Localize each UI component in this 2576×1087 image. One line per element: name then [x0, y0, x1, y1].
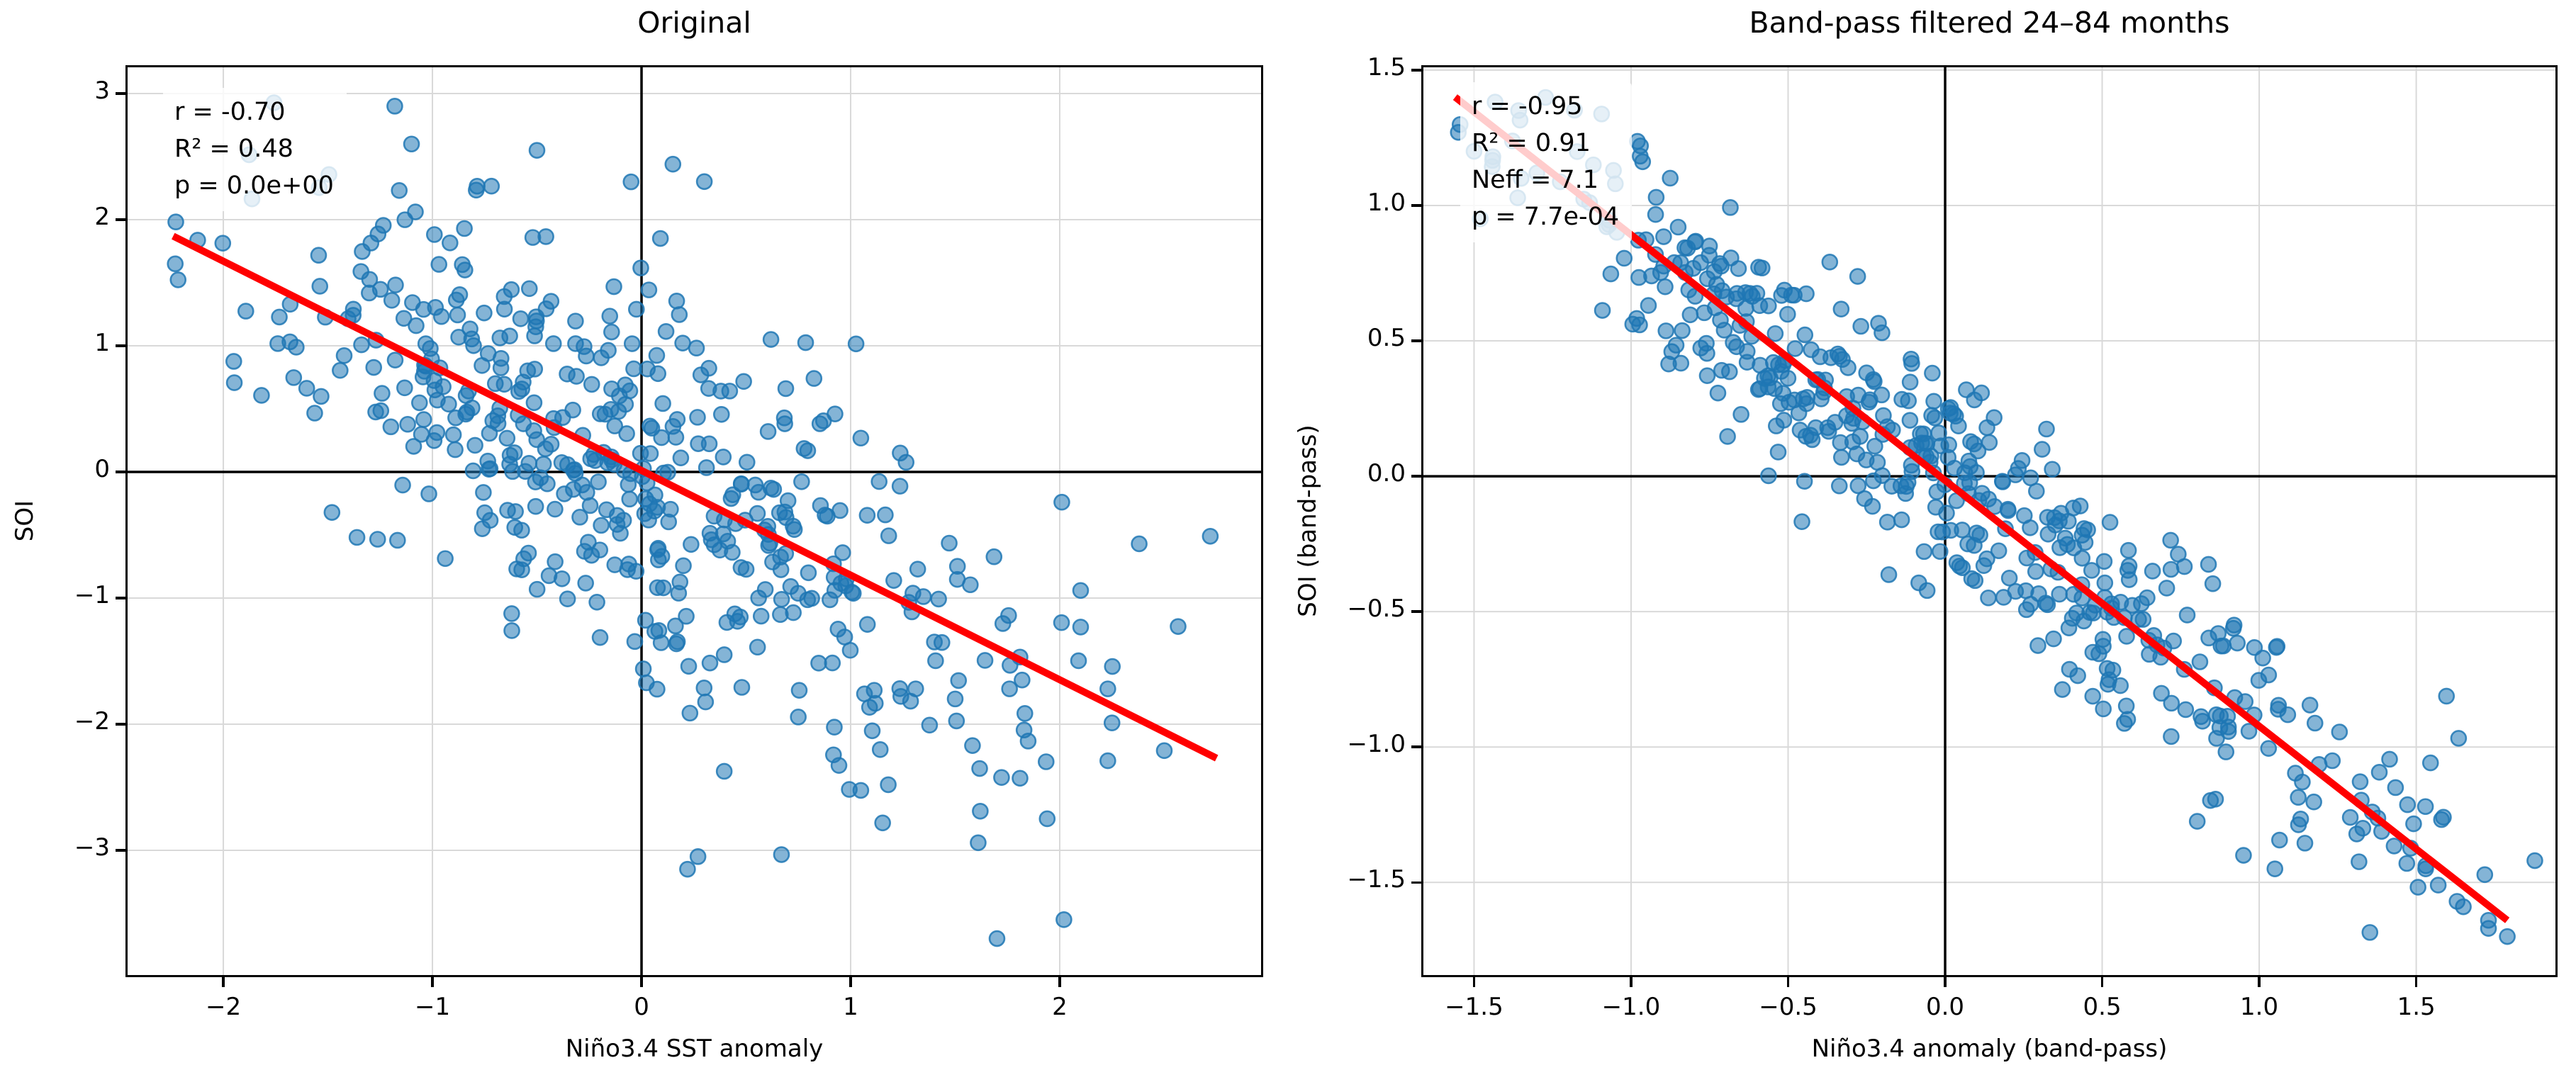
x-tick-mark — [222, 977, 225, 987]
right-x-axis-label: Niño3.4 anomaly (band-pass) — [1811, 1035, 2168, 1063]
x-tick-label: −2 — [205, 993, 242, 1021]
y-tick-label: 0.0 — [1367, 459, 1406, 488]
y-tick-mark — [1411, 339, 1421, 342]
left-stats-annotation: r = -0.70 R² = 0.48 p = 0.0e+00 — [163, 88, 347, 211]
x-tick-label: 0.5 — [2083, 993, 2122, 1021]
x-tick-mark — [2258, 977, 2261, 987]
left-x-axis-label: Niño3.4 SST anomaly — [565, 1035, 824, 1063]
x-tick-label: 0 — [634, 993, 649, 1021]
x-tick-mark — [1786, 977, 1790, 987]
x-tick-mark — [1944, 977, 1947, 987]
y-tick-mark — [1411, 69, 1421, 72]
stat-line-p: p = 0.0e+00 — [174, 171, 334, 200]
y-tick-mark — [116, 344, 125, 347]
x-tick-mark — [1630, 977, 1633, 987]
stat-line-r: r = -0.95 — [1472, 92, 1583, 120]
x-tick-label: −0.5 — [1759, 993, 1818, 1021]
y-tick-label: 1.0 — [1367, 188, 1406, 217]
y-tick-label: −0.5 — [1347, 595, 1406, 624]
right-plot-area — [1421, 65, 2558, 977]
x-tick-mark — [1058, 977, 1061, 987]
y-tick-mark — [1411, 475, 1421, 478]
x-tick-label: 0.0 — [1925, 993, 1965, 1021]
y-tick-label: −2 — [74, 706, 110, 736]
y-tick-label: 1 — [94, 329, 110, 357]
stat-line-r2: R² = 0.91 — [1472, 129, 1591, 157]
y-tick-mark — [1411, 881, 1421, 884]
x-tick-label: −1.0 — [1601, 993, 1661, 1021]
y-tick-label: 0.5 — [1367, 324, 1406, 352]
y-tick-mark — [116, 218, 125, 221]
x-tick-label: 1.0 — [2240, 993, 2279, 1021]
y-tick-label: −1 — [74, 580, 110, 609]
x-tick-mark — [2100, 977, 2104, 987]
y-tick-mark — [1411, 204, 1421, 207]
stat-line-r: r = -0.70 — [174, 98, 286, 126]
y-tick-label: −1.5 — [1347, 865, 1406, 894]
stat-line-r2: R² = 0.48 — [174, 135, 293, 163]
x-tick-label: −1 — [414, 993, 451, 1021]
right-panel-title: Band-pass filtered 24–84 months — [1749, 6, 2230, 40]
x-tick-mark — [640, 977, 643, 987]
left-panel-title: Original — [637, 6, 751, 40]
right-stats-annotation: r = -0.95 R² = 0.91 Neff = 7.1 p = 7.7e-… — [1460, 82, 1633, 242]
left-plot-area — [125, 65, 1263, 977]
y-tick-mark — [116, 849, 125, 852]
y-tick-mark — [116, 471, 125, 473]
y-tick-mark — [1411, 745, 1421, 748]
y-tick-mark — [116, 92, 125, 95]
y-tick-label: 3 — [94, 77, 110, 106]
x-tick-label: 2 — [1052, 993, 1068, 1021]
y-tick-label: −3 — [74, 833, 110, 862]
stat-line-neff: Neff = 7.1 — [1472, 166, 1599, 194]
left-y-axis-label: SOI — [11, 500, 39, 542]
y-tick-label: 0 — [94, 454, 110, 483]
y-tick-label: −1.0 — [1347, 730, 1406, 759]
x-tick-label: −1.5 — [1445, 993, 1503, 1021]
y-tick-mark — [1411, 610, 1421, 613]
x-tick-mark — [1472, 977, 1476, 987]
x-tick-mark — [431, 977, 434, 987]
stat-line-p: p = 7.7e-04 — [1472, 203, 1620, 231]
x-tick-label: 1 — [843, 993, 858, 1021]
right-y-axis-label: SOI (band-pass) — [1294, 424, 1322, 617]
x-tick-mark — [2414, 977, 2418, 987]
y-tick-mark — [116, 597, 125, 599]
x-tick-mark — [849, 977, 852, 987]
y-tick-label: 1.5 — [1367, 52, 1406, 81]
x-tick-label: 1.5 — [2397, 993, 2436, 1021]
y-tick-label: 2 — [94, 203, 110, 232]
y-tick-mark — [116, 723, 125, 726]
